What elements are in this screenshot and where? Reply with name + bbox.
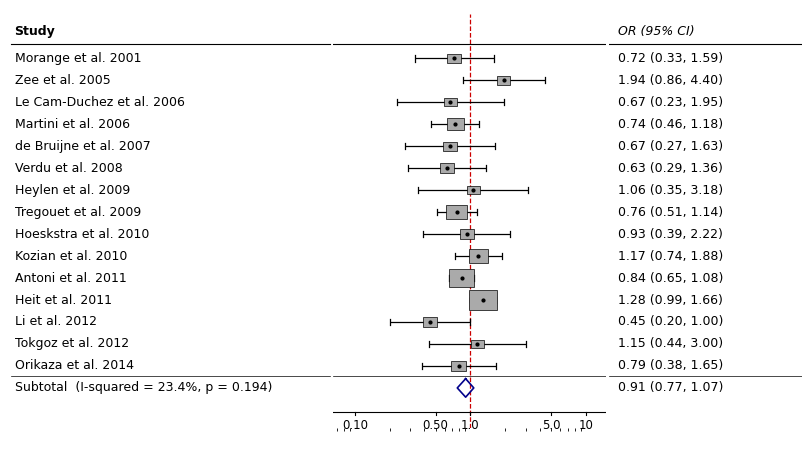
Text: 1.06 (0.35, 3.18): 1.06 (0.35, 3.18) [618,184,723,197]
Bar [423,317,437,327]
Text: de Bruijne et al. 2007: de Bruijne et al. 2007 [14,140,150,152]
Text: 0.50: 0.50 [422,418,448,432]
Text: 0.45 (0.20, 1.00): 0.45 (0.20, 1.00) [618,315,723,329]
Text: 0.10: 0.10 [342,418,367,432]
Text: Li et al. 2012: Li et al. 2012 [14,315,96,329]
Text: Martini et al. 2006: Martini et al. 2006 [14,118,129,131]
Text: 5.0: 5.0 [541,418,560,432]
Bar [496,76,509,85]
Text: Zee et al. 2005: Zee et al. 2005 [14,74,110,87]
Bar [443,142,456,151]
Bar [448,269,474,287]
Text: 0.67 (0.27, 1.63): 0.67 (0.27, 1.63) [618,140,723,152]
Text: Verdu et al. 2008: Verdu et al. 2008 [14,162,122,175]
Text: 1.28 (0.99, 1.66): 1.28 (0.99, 1.66) [618,294,723,306]
Text: Morange et al. 2001: Morange et al. 2001 [14,52,141,65]
Text: Subtotal  (I-squared = 23.4%, p = 0.194): Subtotal (I-squared = 23.4%, p = 0.194) [14,381,272,394]
Bar [451,361,465,371]
Bar [447,54,460,63]
Text: 1.94 (0.86, 4.40): 1.94 (0.86, 4.40) [618,74,723,87]
Text: Antoni et al. 2011: Antoni et al. 2011 [14,272,126,285]
Text: Hoeskstra et al. 2010: Hoeskstra et al. 2010 [14,228,148,240]
Text: Le Cam-Duchez et al. 2006: Le Cam-Duchez et al. 2006 [14,95,184,109]
Text: Study: Study [14,25,55,38]
Bar [468,249,488,263]
Text: 0.63 (0.29, 1.36): 0.63 (0.29, 1.36) [618,162,723,175]
Text: 0.79 (0.38, 1.65): 0.79 (0.38, 1.65) [618,360,723,372]
Bar [467,186,479,194]
Text: 10: 10 [577,418,593,432]
Text: OR (95% CI): OR (95% CI) [618,25,695,38]
Text: Tregouet et al. 2009: Tregouet et al. 2009 [14,206,140,219]
Text: 0.74 (0.46, 1.18): 0.74 (0.46, 1.18) [618,118,723,131]
Text: Heit et al. 2011: Heit et al. 2011 [14,294,111,306]
Bar [470,340,484,348]
Text: Heylen et al. 2009: Heylen et al. 2009 [14,184,130,197]
Bar [446,118,464,130]
Text: 0.72 (0.33, 1.59): 0.72 (0.33, 1.59) [618,52,723,65]
Text: 0.76 (0.51, 1.14): 0.76 (0.51, 1.14) [618,206,723,219]
Bar [468,290,496,310]
Text: 1.0: 1.0 [460,418,479,432]
Text: Orikaza et al. 2014: Orikaza et al. 2014 [14,360,133,372]
Text: 0.91 (0.77, 1.07): 0.91 (0.77, 1.07) [618,381,723,394]
Text: 0.93 (0.39, 2.22): 0.93 (0.39, 2.22) [618,228,723,240]
Text: 0.84 (0.65, 1.08): 0.84 (0.65, 1.08) [618,272,723,285]
Text: 1.17 (0.74, 1.88): 1.17 (0.74, 1.88) [618,249,723,263]
Text: Kozian et al. 2010: Kozian et al. 2010 [14,249,127,263]
Bar [446,205,466,219]
Text: 0.67 (0.23, 1.95): 0.67 (0.23, 1.95) [618,95,723,109]
Bar [444,98,456,106]
Text: Tokgoz et al. 2012: Tokgoz et al. 2012 [14,337,128,351]
Bar [460,229,473,238]
Text: 1.15 (0.44, 3.00): 1.15 (0.44, 3.00) [618,337,723,351]
Bar [439,163,454,173]
